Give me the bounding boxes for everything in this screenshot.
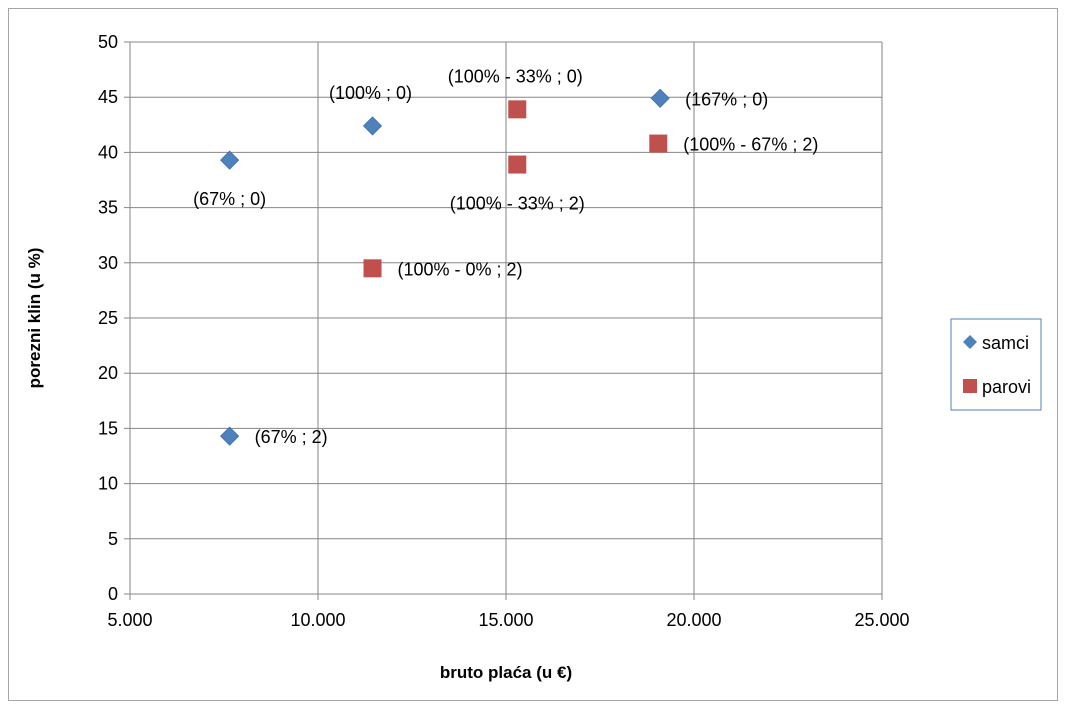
data-label: (67% ; 2) xyxy=(255,427,328,447)
data-label: (100% - 67% ; 2) xyxy=(683,135,818,155)
point-samci xyxy=(650,88,670,108)
legend-square-icon xyxy=(963,379,977,393)
legend: samci parovi xyxy=(950,318,1042,411)
data-label: (100% ; 0) xyxy=(329,83,412,103)
y-tick-labels: 0 5 10 15 20 25 30 35 40 45 50 xyxy=(98,32,118,604)
x-tick-label: 5.000 xyxy=(107,610,152,630)
legend-box xyxy=(950,318,1042,411)
y-tick-label: 20 xyxy=(98,363,118,383)
point-samci xyxy=(220,150,240,170)
data-labels: (67% ; 0) (67% ; 2) (100% ; 0) (167% ; 0) (1… xyxy=(193,66,818,447)
data-points xyxy=(220,88,670,446)
y-tick-label: 0 xyxy=(108,584,118,604)
data-label: (67% ; 0) xyxy=(193,189,266,209)
y-tick-label: 45 xyxy=(98,87,118,107)
point-samci xyxy=(362,116,383,136)
y-axis-title: porezni klin (u %) xyxy=(25,248,44,389)
point-samci xyxy=(220,426,240,446)
x-tick-label: 15.000 xyxy=(478,610,533,630)
y-tick-label: 15 xyxy=(98,418,118,438)
legend-label-samci: samci xyxy=(982,333,1029,353)
data-label: (100% - 0% ; 2) xyxy=(398,259,523,279)
y-tick-label: 30 xyxy=(98,253,118,273)
point-parovi xyxy=(363,259,382,278)
x-tick-label: 10.000 xyxy=(290,610,345,630)
y-tick-label: 35 xyxy=(98,198,118,218)
legend-diamond-icon xyxy=(963,335,977,349)
y-tick-label: 40 xyxy=(98,142,118,162)
gridlines xyxy=(130,41,883,594)
point-parovi xyxy=(508,155,527,174)
y-tick-label: 50 xyxy=(98,32,118,52)
data-label: (100% - 33% ; 2) xyxy=(450,194,585,214)
x-tick-label: 20.000 xyxy=(666,610,721,630)
x-tick-labels: 5.000 10.000 15.000 20.000 25.000 xyxy=(107,610,909,630)
y-tick-label: 25 xyxy=(98,308,118,328)
y-tick-label: 10 xyxy=(98,474,118,494)
axes xyxy=(124,41,883,600)
data-label: (100% - 33% ; 0) xyxy=(448,66,583,86)
point-parovi xyxy=(508,100,527,119)
x-axis-title: bruto plaća (u €) xyxy=(440,663,572,682)
legend-label-parovi: parovi xyxy=(982,377,1031,397)
x-tick-label: 25.000 xyxy=(854,610,909,630)
chart-area xyxy=(8,8,1058,701)
data-label: (167% ; 0) xyxy=(685,89,768,109)
y-tick-label: 5 xyxy=(108,529,118,549)
point-parovi xyxy=(649,134,668,153)
